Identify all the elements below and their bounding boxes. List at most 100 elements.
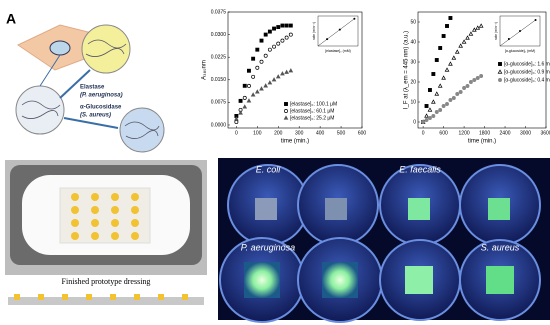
enzyme-label: Elastase <box>80 85 105 91</box>
x-tick-label: 1200 <box>459 130 470 136</box>
y-tick-label: 0.0150 <box>211 77 227 83</box>
dressing-photo <box>5 160 207 305</box>
data-point <box>434 91 440 96</box>
data-point <box>498 78 502 82</box>
data-point <box>263 53 268 58</box>
y-tick-label: 20 <box>410 79 416 85</box>
inset-point <box>534 19 537 21</box>
x-tick-label: 0 <box>422 130 425 136</box>
organism-label: S. aureus <box>481 242 520 252</box>
plot-frame <box>227 11 363 129</box>
x-tick-label: 2400 <box>499 130 510 136</box>
data-point <box>427 116 432 120</box>
legend-label: [α-glucoside]₀: 0.4 mM <box>504 77 550 83</box>
data-point <box>441 34 446 38</box>
data-point <box>438 46 443 50</box>
x-axis-label: time (min.) <box>281 139 309 145</box>
data-point <box>251 74 256 79</box>
data-point <box>267 80 273 85</box>
inset-x-label: [α-glucoside]₀ (mM) <box>505 49 536 53</box>
inset-point <box>507 38 510 40</box>
y-tick-label: 50 <box>410 19 416 25</box>
y-tick-label: 0 <box>413 119 416 125</box>
legend-label: [α-glucoside]₀: 0.9 mM <box>504 69 550 75</box>
data-point <box>458 90 463 94</box>
legend-label: [α-glucoside]₀: 1.6 mM <box>504 61 550 67</box>
x-tick-label: 3000 <box>520 130 531 136</box>
data-point <box>434 58 439 62</box>
data-point <box>267 47 272 52</box>
data-point <box>246 68 251 73</box>
x-tick-label: 600 <box>358 130 367 136</box>
data-point <box>271 77 277 82</box>
x-tick-label: 0 <box>235 130 238 136</box>
data-point <box>288 32 293 37</box>
data-point <box>445 102 449 106</box>
data-point <box>275 74 281 79</box>
enzyme-source: (S. aureus) <box>80 113 111 119</box>
data-point <box>280 38 285 43</box>
data-point <box>498 62 502 66</box>
inset-x-label: [elastase]₀ (mM) <box>325 49 351 53</box>
data-point <box>242 104 248 109</box>
photo-caption: Finished prototype dressing <box>62 277 151 286</box>
legend-label: [elastase]₀: 60.1 μM <box>290 108 334 114</box>
data-point <box>284 69 289 74</box>
data-point <box>441 75 446 80</box>
data-point <box>251 56 256 61</box>
x-tick-label: 500 <box>337 130 346 136</box>
data-point <box>255 65 260 70</box>
x-tick-label: 1800 <box>479 130 490 136</box>
data-point <box>259 38 264 43</box>
data-point <box>284 35 289 40</box>
data-point <box>455 92 460 96</box>
data-point <box>431 72 436 76</box>
x-axis-label: time (min.) <box>468 139 496 145</box>
y-tick-label: 10 <box>410 99 416 105</box>
inset-y-label: rate (min⁻¹) <box>494 22 498 40</box>
inset-point <box>519 30 521 32</box>
x-tick-label: 100 <box>253 130 262 136</box>
data-point <box>497 69 503 74</box>
data-point <box>267 29 272 34</box>
x-tick-label: 400 <box>316 130 325 136</box>
data-point <box>424 118 429 122</box>
data-point <box>280 71 285 76</box>
data-point <box>431 99 436 104</box>
data-point <box>427 88 432 92</box>
inset-point <box>326 38 329 41</box>
y-tick-label: 40 <box>410 39 416 45</box>
data-point <box>479 74 484 78</box>
illustration <box>15 24 165 153</box>
y-tick-label: 0.0225 <box>211 55 227 61</box>
data-point <box>465 35 470 40</box>
data-point <box>462 86 467 90</box>
data-point <box>451 96 456 100</box>
data-point <box>242 95 247 100</box>
data-point <box>280 23 285 28</box>
x-tick-label: 600 <box>439 130 448 136</box>
data-point <box>434 110 439 114</box>
enzyme-label: α-Glucosidase <box>80 105 122 111</box>
data-point <box>438 108 443 112</box>
data-point <box>444 67 450 72</box>
y-axis-label: I_F at (λ_em = 445 nm) (a.u.) <box>404 31 410 109</box>
y-tick-label: 0.0075 <box>211 100 227 106</box>
inset-point <box>353 17 356 20</box>
inset-fit <box>317 18 355 47</box>
data-point <box>242 83 247 88</box>
data-point <box>259 59 264 64</box>
data-point <box>451 55 457 60</box>
data-point <box>263 83 269 88</box>
y-tick-label: 0.0375 <box>211 9 227 15</box>
data-point <box>448 61 453 66</box>
data-point <box>431 114 436 118</box>
panel-label: A <box>6 11 16 27</box>
data-point <box>424 104 429 108</box>
enzyme-source: (P. aeruginosa) <box>80 93 123 99</box>
data-point <box>475 25 481 30</box>
data-point <box>424 113 429 118</box>
x-tick-label: 300 <box>295 130 304 136</box>
